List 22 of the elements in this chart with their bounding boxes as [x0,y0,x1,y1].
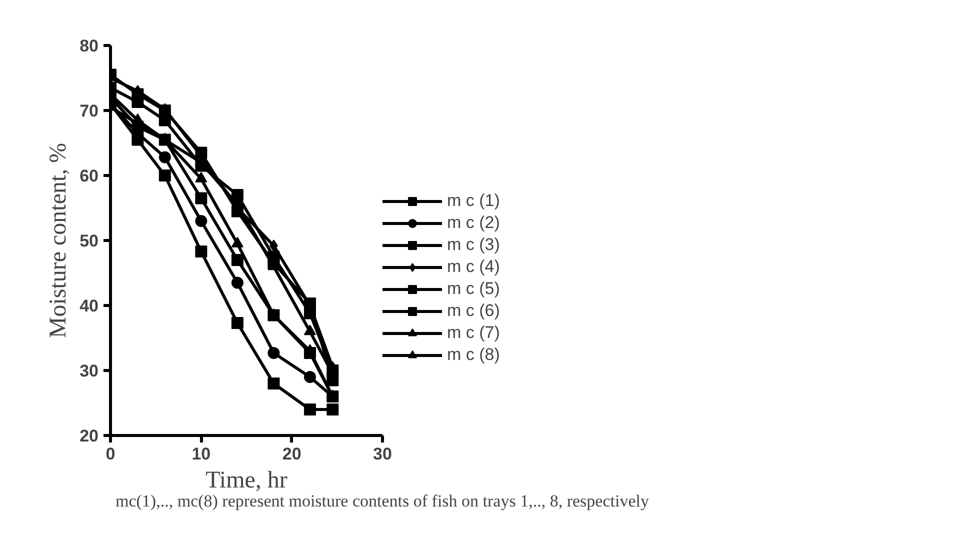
y-axis-title: Moisture content, % [46,142,72,338]
y-tick-label: 60 [80,166,99,186]
legend-label: m c (6) [447,301,500,321]
x-axis-title: Time, hr [206,468,288,494]
y-tick-label: 30 [80,362,99,380]
x-tick-label: 0 [106,444,116,464]
x-tick-label: 20 [282,444,302,464]
legend-label: m c (1) [447,191,500,211]
y-tick-label: 70 [80,102,99,120]
legend-label: m c (8) [447,345,500,365]
legend-label: m c (2) [447,213,500,233]
legend-label: m c (4) [447,257,500,277]
y-tick-label: 80 [80,36,99,56]
x-tick-label: 10 [192,444,211,464]
legend-label: m c (5) [447,279,500,299]
text: mc(1),.., mc(8) represent moisture contents of fish on trays 1,.., 8, respectively [116,492,650,510]
legend-label: m c (7) [447,323,500,343]
legend-label: m c (3) [447,235,500,255]
y-tick-label: 20 [80,426,99,446]
y-tick-label: 50 [80,232,99,250]
y-tick-label: 40 [80,296,99,316]
x-tick-label: 30 [373,444,392,464]
